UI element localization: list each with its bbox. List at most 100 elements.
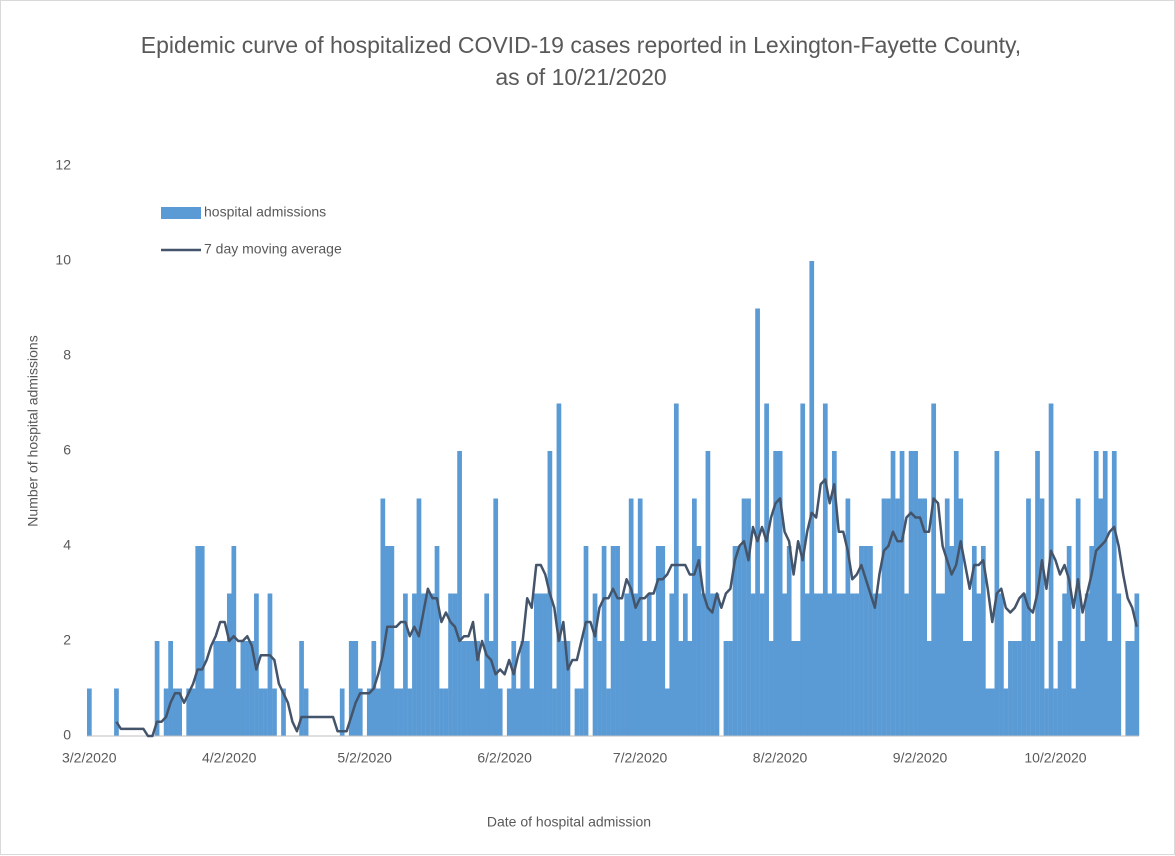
bar [1048,403,1054,736]
bar [412,593,417,736]
bar [976,593,982,736]
bar [601,546,607,736]
bar [999,593,1004,736]
bar [272,688,277,736]
bar [520,641,526,736]
bar [1098,498,1104,736]
bar [1080,641,1086,736]
bar [768,641,774,736]
bar [804,593,810,736]
bar [678,641,684,736]
bar [935,593,941,736]
legend-swatch [161,207,201,219]
bar [524,641,530,736]
x-tick-label: 10/2/2020 [1024,750,1086,766]
bar [561,641,566,736]
bar [831,451,837,736]
bar [1057,641,1063,736]
bar [877,593,882,736]
bar [827,593,833,736]
bar [940,593,946,736]
bar [353,641,359,736]
bar [1062,593,1067,736]
bar [506,688,512,736]
bar [980,546,986,736]
bar [863,546,869,736]
bar [1039,498,1045,736]
bar [245,641,250,736]
bar [1044,688,1049,736]
x-tick-label: 4/2/2020 [202,750,257,766]
bar [944,498,950,736]
moving-average-line [115,478,1138,738]
bar [403,593,408,736]
bar [682,593,688,736]
bar [348,641,354,736]
bar [664,688,670,736]
bar [628,498,634,736]
bar [199,546,205,736]
bar [606,688,611,736]
bar [366,688,372,736]
bar [222,641,228,736]
bar [710,593,715,736]
x-tick-label: 8/2/2020 [753,750,808,766]
bar [213,641,219,736]
bar [543,593,548,736]
bar [583,546,589,736]
bar [529,688,535,736]
bar [384,546,390,736]
bar [1111,451,1117,736]
bar [163,688,169,736]
bar [971,546,977,736]
bar [1071,688,1076,736]
bar [732,546,738,736]
x-tick-label: 6/2/2020 [477,750,532,766]
bar [1116,593,1122,736]
bar [552,688,557,736]
bar [443,688,449,736]
y-tick-label: 8 [63,347,71,363]
bar [922,498,927,736]
bar [673,403,679,736]
bar [809,261,815,736]
bar [1008,641,1013,736]
bar [263,688,268,736]
bar [497,688,503,736]
bar [782,593,788,736]
bar [705,451,711,736]
bar [87,688,92,736]
bar [696,546,702,736]
bar [958,498,964,736]
bar [375,688,381,736]
bar [226,593,232,736]
bar [822,403,828,736]
bar [619,641,625,736]
bar [1125,641,1131,736]
bar [836,593,842,736]
bar [949,546,955,736]
bar [624,593,630,736]
bar [416,498,422,736]
bar [895,498,900,736]
bar [845,498,851,736]
bar [868,546,873,736]
x-tick-label: 5/2/2020 [337,750,392,766]
bar [177,688,183,736]
bar [470,641,476,736]
bar [533,593,539,736]
bar [389,546,395,736]
bar [791,641,797,736]
bar [1017,641,1022,736]
bar [448,593,453,736]
bar [899,451,905,736]
bar [1107,641,1113,736]
bar [755,308,760,736]
bar [818,593,824,736]
bar [1093,451,1099,736]
bar [850,593,855,736]
bar [610,546,616,736]
bar [913,451,918,736]
bar [190,688,196,736]
